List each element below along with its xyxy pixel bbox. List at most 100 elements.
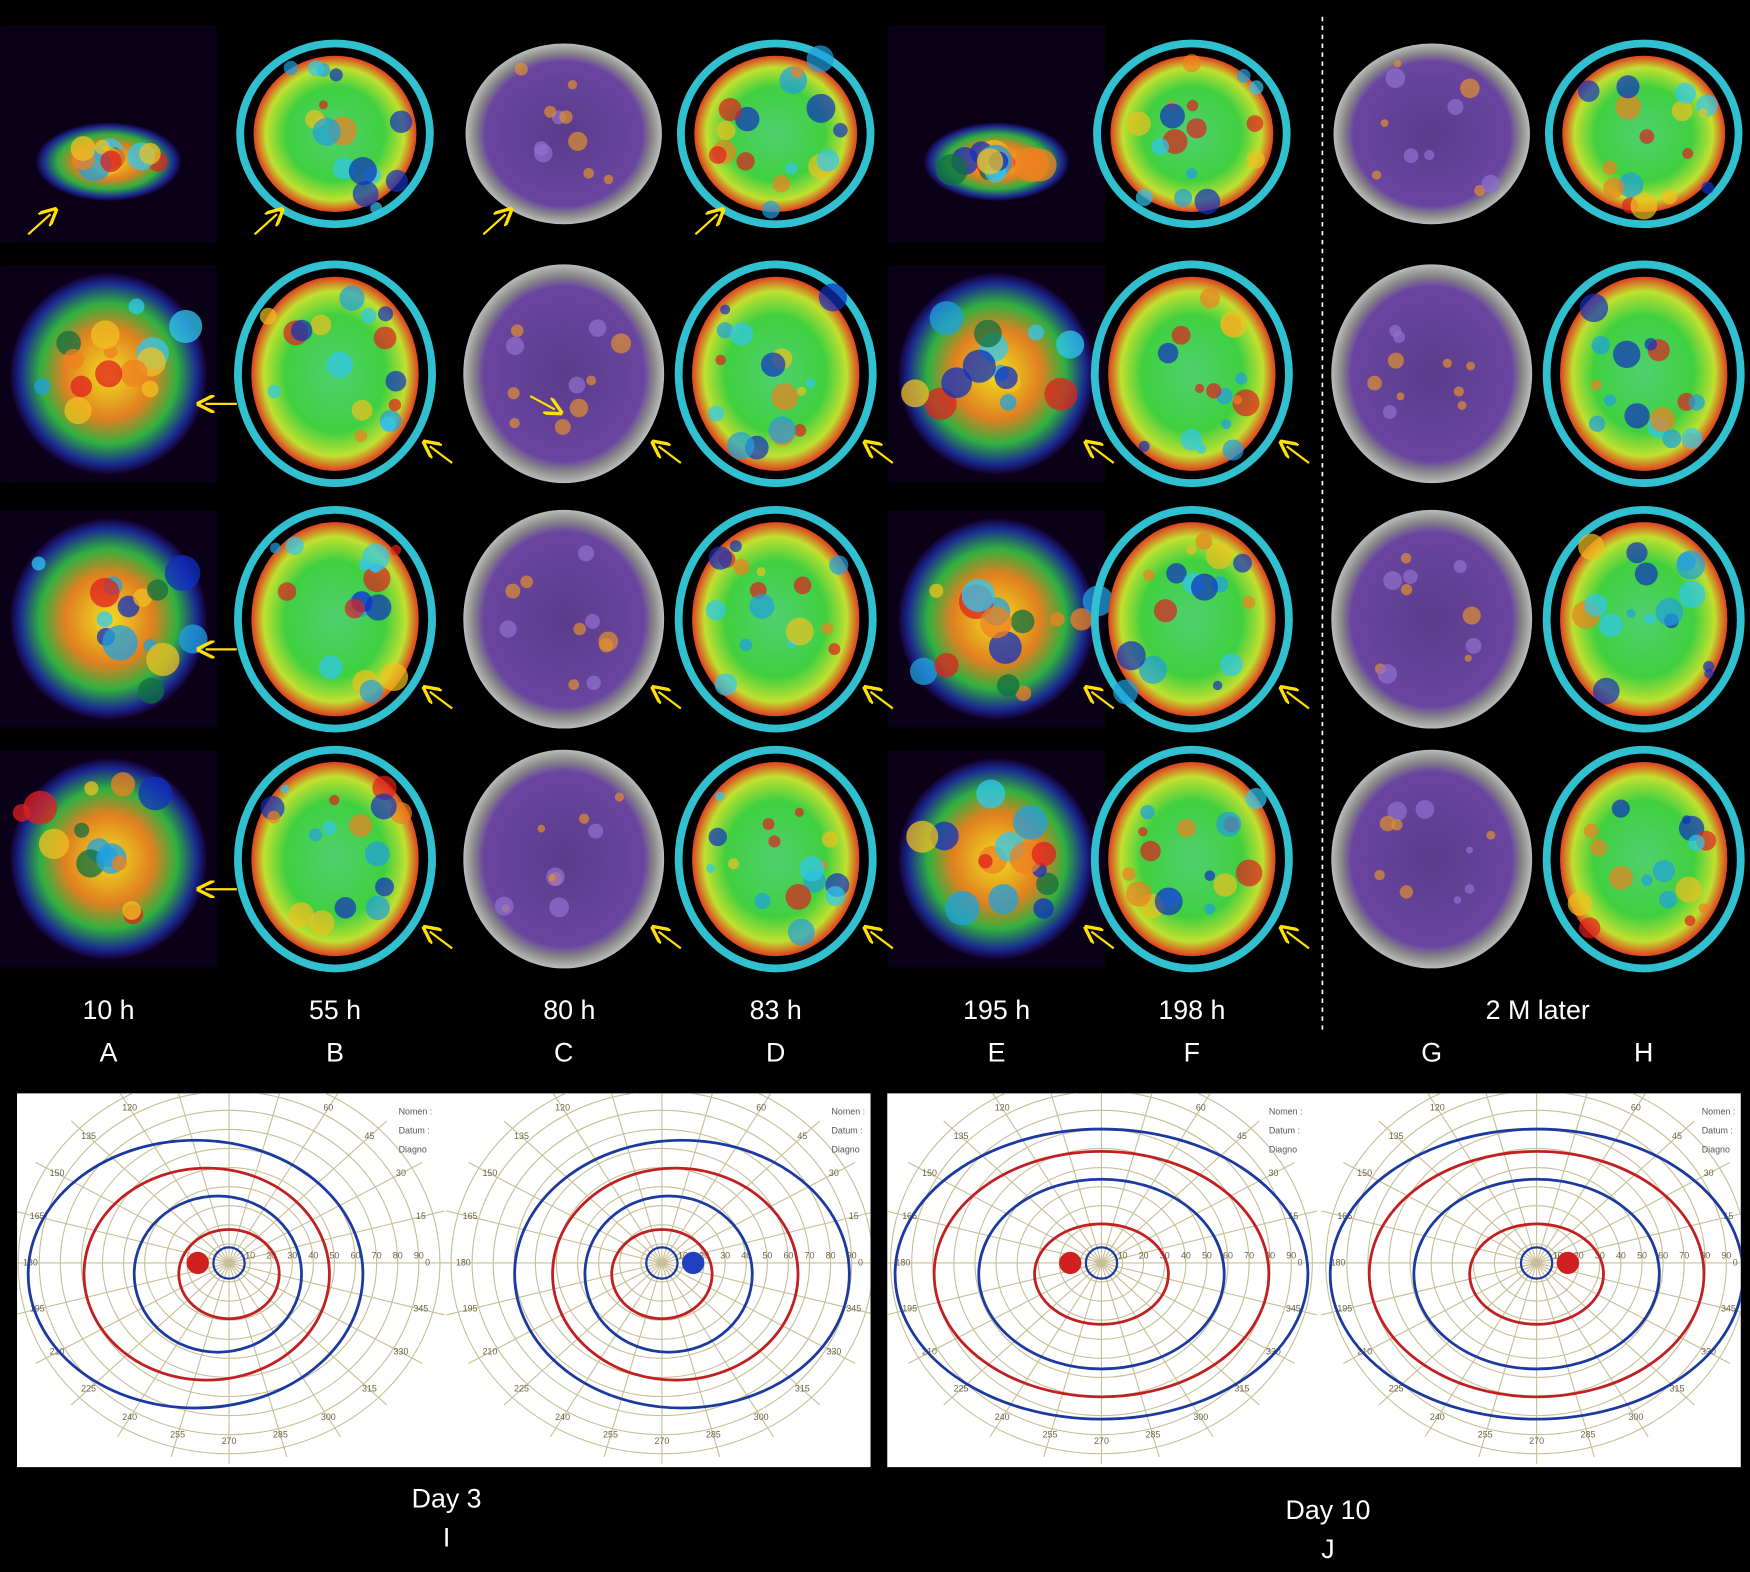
brain-scan <box>234 745 436 973</box>
scan-spot <box>805 378 816 389</box>
scan-spot <box>761 200 780 219</box>
eccentricity-label: 50 <box>762 1251 772 1261</box>
polar-spoke <box>503 1120 663 1264</box>
polar-spoke <box>503 1262 663 1406</box>
meridian-label: 300 <box>1193 1412 1208 1422</box>
eccentricity-label: 80 <box>1265 1251 1275 1261</box>
meridian-label: 75 <box>275 1085 285 1095</box>
scan-spot <box>334 897 357 919</box>
eccentricity-label: 30 <box>287 1251 297 1261</box>
meridian-label: 300 <box>754 1412 769 1422</box>
ct-skull <box>1331 264 1533 484</box>
brain-scan <box>888 265 1105 482</box>
panel-letter: F <box>1184 1037 1200 1067</box>
scan-spot <box>816 149 840 172</box>
ct-spot <box>1447 98 1464 115</box>
brain-scan <box>236 39 434 229</box>
scan-spot <box>1644 613 1656 625</box>
ct-skull <box>1333 43 1530 225</box>
meridian-label: 240 <box>1430 1412 1445 1422</box>
ct-spot <box>505 583 521 599</box>
ct-spot <box>1464 884 1475 894</box>
meridian-label: 300 <box>321 1412 336 1422</box>
scan-spot <box>259 307 277 325</box>
spect-spot <box>34 378 51 395</box>
brain-scan <box>1090 260 1293 487</box>
polar-spoke <box>1427 1093 1538 1264</box>
meridian-label: 225 <box>81 1384 96 1394</box>
scan-spot <box>1644 338 1657 351</box>
spect-spot <box>120 359 148 388</box>
scan-outer-ring <box>1090 505 1293 733</box>
meridian-label: 225 <box>514 1384 529 1394</box>
scan-spot <box>1171 325 1191 345</box>
perimetry-chart: 0 15 30 45 60 75 90 105 120 135 150 165 180 195 210 225… <box>17 1085 453 1464</box>
scan-outer-ring <box>676 39 875 229</box>
meridian-label: 180 <box>1331 1257 1346 1267</box>
ct-spot <box>1400 552 1412 564</box>
scan-spot <box>1590 379 1602 391</box>
polar-spoke <box>661 1162 856 1264</box>
ct-spot <box>573 622 586 636</box>
polar-spoke <box>228 1262 445 1316</box>
scan-spot <box>1598 613 1623 638</box>
spect-spot <box>23 790 58 825</box>
spect-spot <box>90 320 120 350</box>
scan-spot <box>1140 840 1161 862</box>
spect-spot <box>64 397 92 425</box>
time-label: 10 h <box>82 995 134 1025</box>
brain-scan <box>1331 264 1533 484</box>
scan-spot <box>339 285 365 311</box>
scan-spot <box>1174 188 1193 207</box>
perimetry-letter: J <box>1321 1534 1334 1564</box>
isopter <box>513 1138 851 1410</box>
ct-spot <box>1403 148 1419 164</box>
ct-spot <box>585 613 600 629</box>
scan-spot <box>348 157 377 186</box>
brain-scan <box>674 745 877 973</box>
spect-spot <box>164 555 201 591</box>
isopter <box>932 1149 1271 1399</box>
isopter <box>583 1194 754 1354</box>
scan-spot <box>1143 569 1155 582</box>
scan-spot <box>708 827 727 847</box>
scan-spot <box>310 314 332 336</box>
meridian-label: 75 <box>1583 1085 1593 1095</box>
eccentricity-label: 20 <box>699 1251 709 1261</box>
blind-spot <box>1556 1251 1579 1275</box>
brain-scan <box>888 25 1105 243</box>
meridian-label: 195 <box>30 1304 45 1314</box>
scan-spot <box>785 884 812 910</box>
meridian-label: 0 <box>858 1257 863 1267</box>
scan-spot <box>1177 818 1196 838</box>
spect-spot <box>901 379 930 408</box>
scan-spot <box>1180 428 1203 451</box>
spect-spot <box>128 298 145 315</box>
scan-spot <box>1578 533 1605 560</box>
scan-spot <box>1662 189 1678 205</box>
perimetry-chart: 0 15 30 45 60 75 90 105 120 135 150 165 180 195 210 225… <box>438 1093 871 1464</box>
eccentricity-label: 60 <box>1658 1251 1668 1261</box>
ct-spot <box>1387 801 1407 822</box>
scan-spot <box>308 60 324 77</box>
meridian-label: 270 <box>222 1436 237 1446</box>
spect-spot <box>936 153 968 186</box>
polar-spoke <box>661 1262 721 1458</box>
brain-scan <box>888 510 1114 728</box>
meridian-label: 45 <box>797 1131 807 1141</box>
scan-spot <box>1641 874 1653 886</box>
meridian-label: 210 <box>50 1347 65 1357</box>
spect-spot <box>1013 805 1048 840</box>
ct-spot <box>1462 606 1481 625</box>
scan-spot <box>1204 903 1216 915</box>
meridian-label: 0 <box>1298 1257 1303 1267</box>
ct-spot <box>509 417 520 429</box>
meridian-label: 255 <box>1478 1430 1493 1440</box>
spect-spot <box>110 772 136 797</box>
ct-skull <box>1331 749 1533 969</box>
ct-spot <box>1424 149 1435 161</box>
polar-spoke <box>1343 1262 1537 1364</box>
spect-spot <box>929 301 964 335</box>
spect-spot <box>84 781 99 796</box>
